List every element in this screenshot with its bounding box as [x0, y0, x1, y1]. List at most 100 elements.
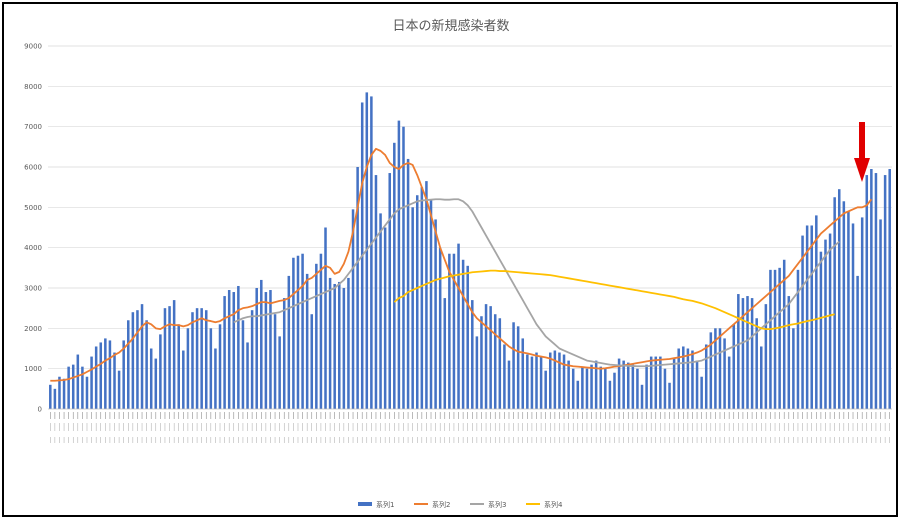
bar [71, 364, 75, 409]
bar [287, 275, 291, 409]
bar [163, 308, 167, 409]
series-1-bars [49, 92, 891, 410]
bar [553, 350, 557, 409]
bar [741, 298, 745, 409]
series-4-line [393, 269, 835, 331]
bar [191, 312, 194, 409]
bar [581, 366, 584, 409]
bar [792, 328, 795, 409]
bar [489, 306, 492, 409]
bar [879, 219, 882, 409]
bar [315, 263, 318, 409]
bar [415, 195, 419, 409]
bar [76, 354, 80, 409]
bar [255, 288, 258, 409]
bar [549, 352, 552, 409]
bar [498, 318, 502, 409]
y-tick-label: 8000 [24, 83, 42, 91]
series-3-line [233, 198, 840, 368]
bar [273, 314, 277, 409]
bar [558, 352, 561, 409]
bar [847, 211, 850, 409]
bar [471, 300, 474, 409]
bar [874, 173, 878, 409]
bar [484, 304, 488, 409]
bar [599, 366, 602, 409]
bar [53, 388, 57, 409]
y-tick-label: 1000 [24, 365, 42, 373]
bar [282, 298, 286, 409]
legend-label: 系列4 [544, 500, 563, 509]
bar [49, 384, 52, 409]
bar [888, 169, 891, 409]
bar [851, 223, 855, 409]
bar [824, 239, 827, 409]
bar [755, 318, 758, 409]
bar [654, 356, 658, 409]
bar [773, 269, 777, 409]
bar [764, 304, 768, 409]
bar [117, 370, 121, 409]
bar [250, 310, 254, 409]
bar [805, 225, 809, 409]
bar [99, 342, 103, 409]
series-2-line [50, 147, 873, 382]
bar [640, 384, 644, 409]
bar [85, 376, 89, 409]
bar [649, 356, 653, 409]
bar [760, 346, 763, 409]
bar [865, 175, 869, 409]
bar [714, 328, 717, 409]
bar [626, 362, 630, 409]
bar [232, 292, 236, 409]
bar [260, 279, 263, 409]
bar [411, 207, 414, 409]
bar [856, 275, 859, 409]
bar [127, 320, 130, 409]
x-axis [48, 408, 892, 443]
bar [691, 350, 694, 409]
bar [333, 283, 336, 409]
bar [860, 217, 864, 409]
bar [608, 380, 612, 409]
bar [571, 368, 575, 409]
bar [828, 233, 832, 409]
bar [631, 364, 635, 409]
bar [576, 380, 580, 409]
bar [296, 255, 300, 409]
bar [503, 344, 506, 409]
bar [732, 324, 736, 409]
arrow-shaft [859, 122, 865, 158]
bar [682, 346, 685, 409]
bar [356, 167, 359, 409]
bar [516, 326, 520, 409]
bar [700, 376, 703, 409]
bar [438, 247, 442, 409]
bar [544, 370, 547, 409]
bar [604, 368, 607, 409]
y-tick-label: 9000 [24, 43, 42, 51]
bar [769, 269, 772, 409]
bar [512, 322, 515, 409]
bar [443, 298, 447, 409]
annotation-arrow [854, 122, 870, 182]
bar [737, 294, 740, 409]
bar [837, 189, 841, 409]
bar [94, 346, 98, 409]
chart-title: 日本の新規感染者数 [392, 18, 509, 34]
bar [218, 324, 222, 409]
bar [709, 332, 713, 409]
bar [319, 253, 323, 409]
bar [370, 96, 373, 410]
bar [429, 199, 433, 409]
bar [347, 277, 350, 409]
y-tick-label: 7000 [24, 123, 42, 131]
bar [796, 269, 800, 409]
bar [204, 310, 208, 409]
legend-label: 系列2 [432, 500, 450, 509]
bar [402, 126, 405, 410]
bar [659, 356, 662, 409]
bar [613, 372, 616, 409]
bar [58, 376, 61, 409]
bar [374, 175, 378, 409]
